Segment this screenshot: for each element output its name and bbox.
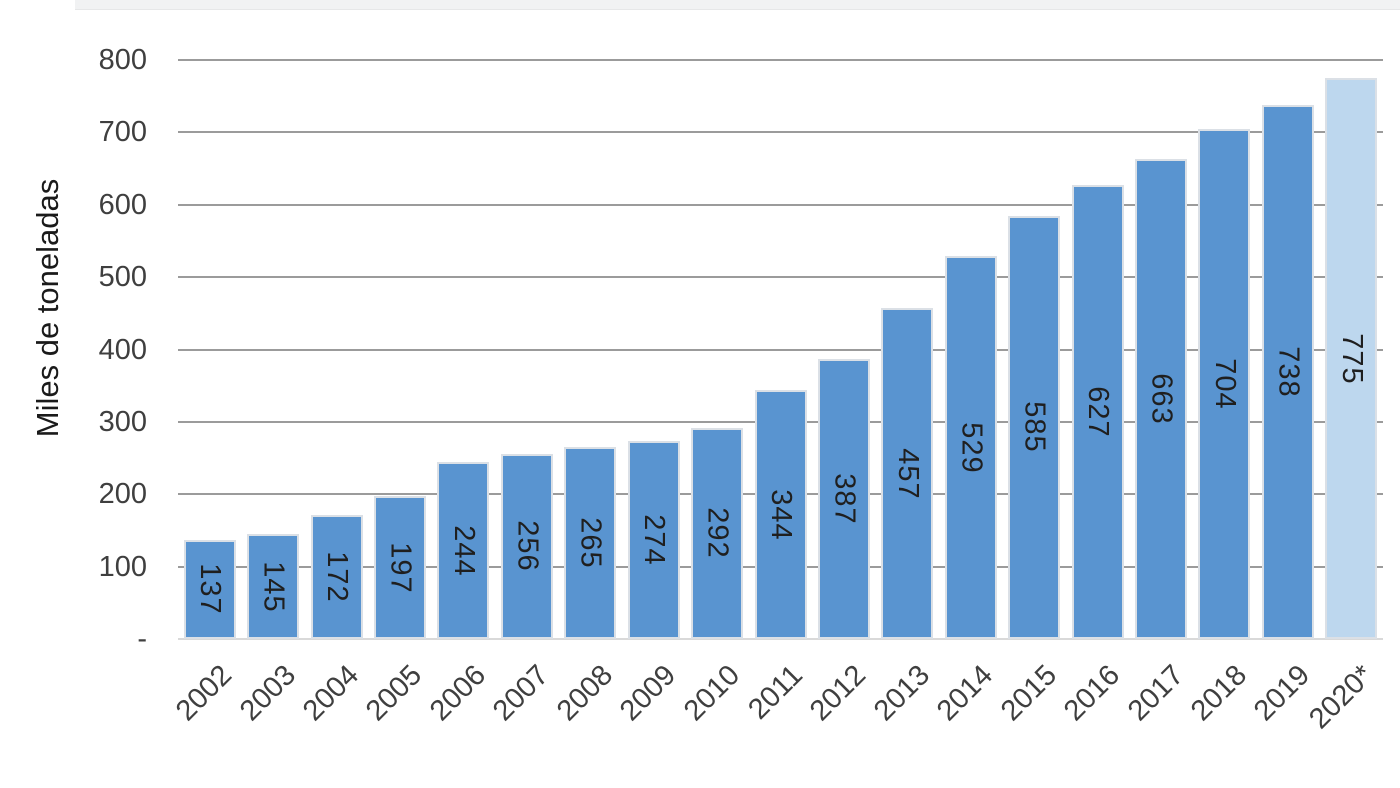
x-tick-label: 2016 bbox=[1057, 659, 1127, 728]
x-axis-baseline bbox=[178, 638, 1383, 640]
x-tick-label: 2017 bbox=[1121, 659, 1190, 728]
x-tick-label: 2007 bbox=[487, 659, 556, 728]
x-tick-label: 2019 bbox=[1248, 659, 1317, 728]
x-tick-label: 2015 bbox=[994, 659, 1063, 728]
y-tick-label: - bbox=[137, 623, 147, 655]
bar-2015: 585 bbox=[1008, 215, 1061, 639]
y-tick-label: 600 bbox=[98, 188, 147, 221]
x-tick-label: 2020* bbox=[1303, 659, 1380, 736]
bar-2013: 457 bbox=[881, 308, 934, 639]
bar-value-label: 529 bbox=[955, 421, 988, 474]
bar-value-label: 244 bbox=[447, 525, 480, 577]
x-tick-label: 2002 bbox=[170, 659, 239, 728]
top-strip bbox=[75, 0, 1400, 10]
gridline bbox=[178, 203, 1383, 206]
bar-value-label: 738 bbox=[1272, 346, 1305, 398]
bar-value-label: 197 bbox=[384, 542, 417, 594]
x-tick-label: 2009 bbox=[614, 659, 683, 728]
y-tick-label: 800 bbox=[98, 44, 147, 76]
x-tick-label: 2006 bbox=[423, 659, 493, 728]
bar-value-label: 292 bbox=[701, 507, 734, 560]
bar-2018: 704 bbox=[1198, 129, 1251, 639]
bar-value-label: 172 bbox=[321, 551, 354, 603]
bar-2002: 137 bbox=[183, 539, 236, 639]
bar-2012: 387 bbox=[817, 358, 870, 639]
gridline bbox=[178, 348, 1383, 351]
y-tick-label: 400 bbox=[98, 333, 147, 366]
bar-2006: 244 bbox=[437, 462, 490, 639]
bar-2011: 344 bbox=[754, 390, 807, 639]
bar-2004: 172 bbox=[310, 514, 363, 639]
gridline bbox=[178, 131, 1383, 134]
bar-value-label: 627 bbox=[1082, 386, 1115, 438]
x-tick-label: 2003 bbox=[233, 659, 302, 728]
bar-value-label: 344 bbox=[765, 488, 797, 541]
bar-value-label: 387 bbox=[828, 473, 861, 525]
x-tick-label: 2018 bbox=[1184, 659, 1254, 728]
y-tick-label: 700 bbox=[98, 116, 147, 149]
x-tick-label: 2014 bbox=[931, 659, 1000, 728]
bar-2017: 663 bbox=[1135, 159, 1188, 639]
bar-value-label: 663 bbox=[1145, 373, 1178, 425]
bar-value-label: 457 bbox=[891, 447, 924, 500]
bar-2003: 145 bbox=[247, 534, 300, 639]
bar-2007: 256 bbox=[500, 453, 553, 639]
bar-2020*: 775 bbox=[1325, 78, 1378, 639]
x-tick-label: 2013 bbox=[867, 659, 936, 728]
bar-2016: 627 bbox=[1071, 185, 1124, 639]
y-tick-label: 100 bbox=[98, 550, 147, 583]
y-tick-label: 500 bbox=[98, 261, 147, 294]
bar-value-label: 704 bbox=[1208, 358, 1241, 410]
y-axis-tick-labels: - 100 200 300 400 500 600 700 800 bbox=[52, 45, 147, 654]
y-tick-label: 300 bbox=[98, 405, 147, 438]
bar-2014: 529 bbox=[944, 256, 997, 639]
bar-2009: 274 bbox=[627, 440, 680, 639]
bar-value-label: 775 bbox=[1335, 332, 1368, 385]
x-axis-tick-labels: 2002 2003 2004 2005 2006 2007 2008 2009 2010 2011… bbox=[170, 639, 1383, 759]
bar-value-label: 274 bbox=[638, 514, 671, 566]
x-tick-label: 2010 bbox=[677, 659, 746, 728]
bar-2019: 738 bbox=[1261, 104, 1314, 639]
gridline bbox=[178, 59, 1383, 61]
y-tick-label: 200 bbox=[98, 478, 147, 511]
bar-2010: 292 bbox=[691, 427, 744, 639]
bar-value-label: 585 bbox=[1018, 401, 1051, 453]
gridline bbox=[178, 276, 1383, 279]
bar-2005: 197 bbox=[373, 496, 426, 639]
bar-2008: 265 bbox=[564, 447, 617, 639]
bar-value-label: 265 bbox=[574, 517, 607, 569]
x-tick-label: 2012 bbox=[804, 659, 873, 728]
bar-value-label: 145 bbox=[257, 560, 290, 613]
x-tick-label: 2004 bbox=[296, 659, 366, 728]
x-tick-label: 2011 bbox=[742, 659, 810, 726]
plot-area: 137 145 172 197 244 256 265 274 292 344 387 457 529 5… bbox=[178, 59, 1383, 640]
bar-value-label: 256 bbox=[511, 520, 544, 573]
x-tick-label: 2005 bbox=[360, 659, 429, 728]
x-tick-label: 2008 bbox=[550, 659, 619, 728]
bar-value-label: 137 bbox=[194, 563, 227, 616]
